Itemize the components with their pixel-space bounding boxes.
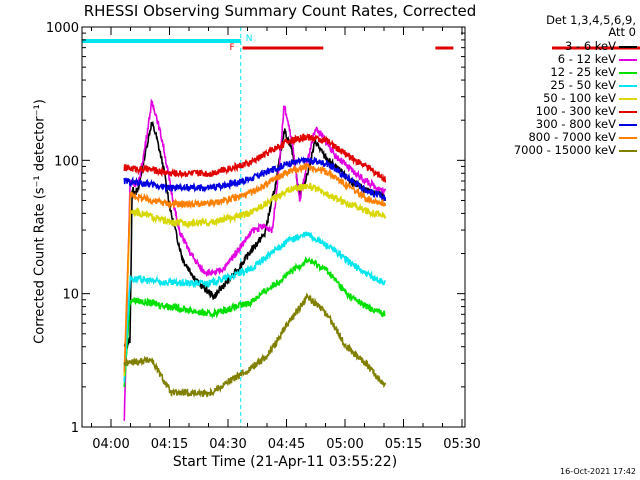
series-line-7 xyxy=(123,162,387,372)
plot-frame xyxy=(81,26,466,428)
series-line-5 xyxy=(123,133,387,183)
legend-item: 25 - 50 keV xyxy=(470,79,640,92)
legend-item: 50 - 100 keV xyxy=(470,92,640,105)
legend-label: 800 - 7000 keV xyxy=(528,130,616,144)
series-line-1 xyxy=(123,98,387,421)
axis-ticks: 04:00 04:15 04:30 04:45 05:00 05:15 05:30 1 10 10… xyxy=(46,21,481,452)
chart-title: RHESSI Observing Summary Count Rates, Co… xyxy=(83,2,477,20)
series-line-2 xyxy=(123,256,386,388)
y-tick-label-3: 1000 xyxy=(46,21,79,36)
legend-swatch xyxy=(619,59,637,61)
plot-timestamp: 16-Oct-2021 17:42 xyxy=(560,467,636,476)
legend-label: 25 - 50 keV xyxy=(550,78,616,92)
legend-item: 100 - 300 keV xyxy=(470,105,640,118)
legend-item: 800 - 7000 keV xyxy=(470,131,640,144)
legend-label: 300 - 800 keV xyxy=(535,117,616,131)
x-tick-label-5: 05:15 xyxy=(385,437,422,452)
legend-item: 300 - 800 keV xyxy=(470,118,640,131)
y-axis-label: Corrected Count Rate (s⁻¹ detector⁻¹) xyxy=(32,99,48,344)
series-lines xyxy=(123,98,387,421)
legend-label: 12 - 25 keV xyxy=(550,65,616,79)
x-tick-label-1: 04:15 xyxy=(151,437,188,452)
x-tick-label-3: 04:45 xyxy=(268,437,305,452)
series-line-0 xyxy=(123,120,387,349)
legend-swatch xyxy=(619,72,637,74)
attenuator-state: Att 0 xyxy=(608,25,636,39)
night-flag-label: N xyxy=(245,34,253,44)
series-line-6 xyxy=(123,155,387,202)
x-axis-label: Start Time (21-Apr-11 03:55:22) xyxy=(172,454,398,470)
x-tick-label-6: 05:30 xyxy=(443,437,480,452)
series-line-4 xyxy=(123,182,387,377)
y-tick-label-2: 100 xyxy=(54,154,79,169)
legend-swatch xyxy=(619,85,637,87)
legend-label: 6 - 12 keV xyxy=(557,52,616,66)
y-tick-label-1: 10 xyxy=(62,288,79,303)
legend-swatch xyxy=(619,46,637,48)
x-tick-label-0: 04:00 xyxy=(92,437,129,452)
flare-flag-label: F xyxy=(229,43,235,53)
legend-label: 7000 - 15000 keV xyxy=(513,143,616,157)
legend-swatch xyxy=(619,124,637,126)
legend-item: 7000 - 15000 keV xyxy=(470,144,640,157)
series-line-3 xyxy=(123,230,386,383)
legend-swatch xyxy=(619,137,637,139)
legend-swatch xyxy=(619,98,637,100)
y-tick-label-0: 1 xyxy=(71,421,79,436)
legend-label: 100 - 300 keV xyxy=(535,104,616,118)
legend-item: 6 - 12 keV xyxy=(470,53,640,66)
detector-info: Det 1,3,4,5,6,9, Att 0 xyxy=(546,14,636,38)
legend-label: 50 - 100 keV xyxy=(543,91,616,105)
x-tick-label-2: 04:30 xyxy=(209,437,246,452)
legend-swatch xyxy=(619,111,637,113)
x-tick-label-4: 05:00 xyxy=(326,437,363,452)
legend-item: 3 - 6 keV xyxy=(470,40,640,53)
series-line-8 xyxy=(123,292,387,398)
legend-swatch xyxy=(619,150,637,152)
legend-item: 12 - 25 keV xyxy=(470,66,640,79)
legend-label: 3 - 6 keV xyxy=(565,39,616,53)
night-markers xyxy=(82,27,242,427)
detector-list: Det 1,3,4,5,6,9, xyxy=(546,13,636,27)
